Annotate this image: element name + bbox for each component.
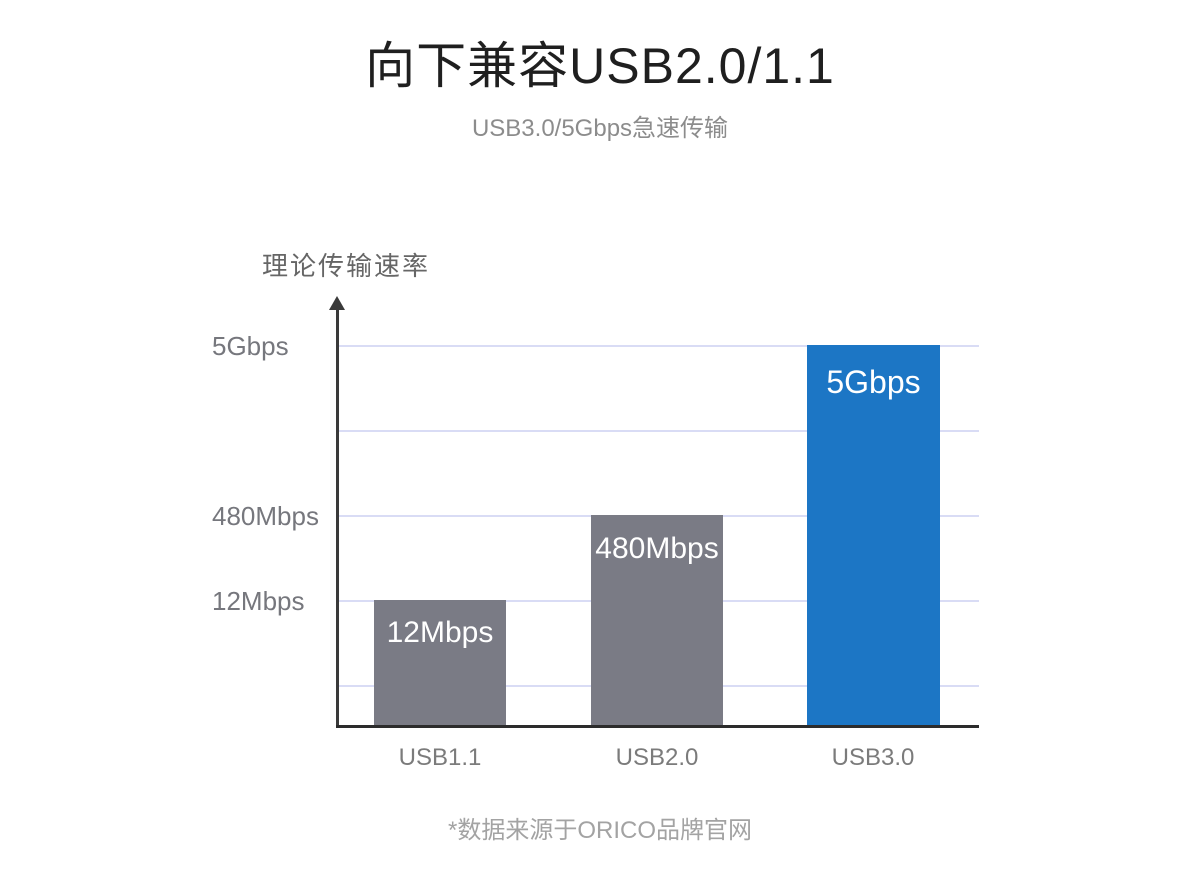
- page-subtitle: USB3.0/5Gbps急速传输: [471, 115, 729, 142]
- x-tick-usb3-0: USB3.0: [831, 744, 915, 771]
- y-axis-line: [336, 308, 339, 727]
- gridline-5gbps: [338, 345, 979, 347]
- gridline-unlabeled-1: [338, 430, 979, 432]
- y-axis-title: 理论传输速率: [262, 251, 431, 281]
- bar-usb3-0: 5Gbps: [807, 345, 940, 726]
- bar-value-label: 5Gbps: [826, 364, 921, 400]
- y-axis-arrow-icon: [329, 296, 345, 310]
- x-tick-usb1-1: USB1.1: [398, 744, 482, 771]
- y-tick-12mbps: 12Mbps: [212, 586, 305, 616]
- bar-usb2-0: 480Mbps: [591, 515, 723, 726]
- data-source-footnote: *数据来源于ORICO品牌官网: [447, 817, 752, 844]
- bar-value-label: 480Mbps: [595, 532, 719, 565]
- bar-usb1-1: 12Mbps: [374, 600, 506, 726]
- y-tick-480mbps: 480Mbps: [212, 501, 319, 531]
- page-title: 向下兼容USB2.0/1.1: [365, 38, 835, 94]
- x-tick-usb2-0: USB2.0: [615, 744, 699, 771]
- y-tick-5gbps: 5Gbps: [212, 331, 289, 361]
- x-axis-line: [336, 725, 979, 728]
- bar-value-label: 12Mbps: [386, 616, 494, 649]
